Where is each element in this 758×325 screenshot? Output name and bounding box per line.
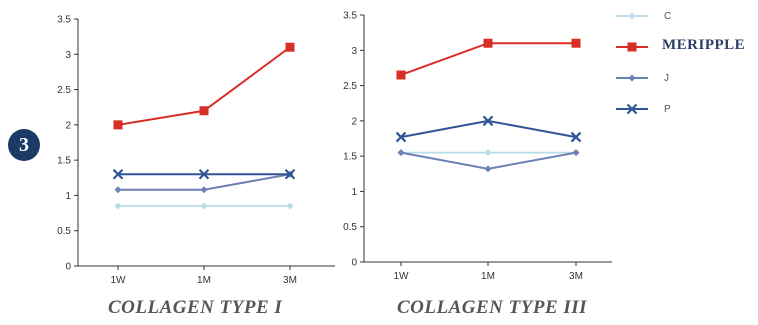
- legend-label-c: C: [664, 11, 672, 22]
- data-point-meripple: [396, 70, 406, 80]
- y-tick-label: 1.5: [343, 152, 357, 163]
- chart-title-collagen-type-1: COLLAGEN TYPE I: [108, 297, 283, 318]
- legend-label-p: P: [664, 104, 671, 115]
- x-tick-label: 1W: [111, 275, 127, 286]
- series-meripple: [396, 38, 581, 80]
- section-number-badge: 3: [8, 129, 40, 161]
- data-point-meripple: [285, 42, 295, 52]
- data-point-c: [200, 202, 208, 210]
- series-line-meripple: [400, 42, 576, 76]
- data-point-j: [114, 186, 122, 194]
- data-point-c: [484, 149, 492, 157]
- series-c: [114, 202, 294, 210]
- legend-item-c: C: [614, 5, 758, 36]
- series-line-p: [400, 119, 577, 139]
- legend-marker-p: [616, 103, 648, 115]
- y-tick-label: 3: [65, 50, 71, 61]
- legend-marker-meripple: [616, 42, 648, 52]
- data-point-p: [198, 168, 210, 180]
- legend-label-meripple: MERIPPLE: [662, 37, 746, 53]
- legend-marker-shape: [626, 103, 638, 115]
- data-point-j: [484, 165, 492, 173]
- data-point-p: [284, 168, 296, 180]
- y-tick-label: 3.5: [343, 11, 357, 22]
- x-tick-label: 1W: [394, 271, 410, 282]
- series-meripple: [113, 42, 295, 130]
- series-j: [397, 149, 580, 173]
- chart-title-collagen-type-3: COLLAGEN TYPE III: [397, 297, 588, 318]
- data-point-meripple: [113, 120, 123, 130]
- legend-marker-shape: [627, 42, 637, 52]
- data-point-j: [397, 149, 405, 157]
- legend-marker-j: [616, 74, 648, 82]
- data-point-j: [200, 186, 208, 194]
- data-point-p: [112, 168, 124, 180]
- y-tick-label: 0: [351, 258, 357, 269]
- y-tick-label: 3.5: [57, 15, 71, 26]
- data-point-c: [286, 202, 294, 210]
- data-point-p: [395, 131, 407, 143]
- chart-legend: C MERIPPLE J P: [614, 5, 758, 129]
- data-point-p: [482, 115, 494, 127]
- y-tick-label: 0.5: [343, 222, 357, 233]
- y-tick-label: 1: [65, 191, 71, 202]
- data-point-meripple: [199, 106, 209, 116]
- chart-panel-2: 0 0.5 1 1.5 2 2.5 3 3.5 1W 1M 3M: [343, 11, 612, 282]
- legend-item-j: J: [614, 67, 758, 98]
- y-tick-label: 1: [351, 187, 357, 198]
- y-tick-label: 2.5: [57, 85, 71, 96]
- x-tick-label: 1M: [481, 271, 495, 282]
- series-p: [395, 115, 582, 143]
- x-tick-label: 3M: [283, 275, 297, 286]
- y-tick-label: 2: [351, 116, 357, 127]
- y-tick-label: 1.5: [57, 156, 71, 167]
- y-tick-label: 0: [65, 262, 71, 273]
- data-point-p: [570, 131, 582, 143]
- legend-label-j: J: [664, 73, 669, 84]
- data-point-meripple: [483, 38, 493, 48]
- data-point-meripple: [571, 38, 581, 48]
- x-tick-label: 1M: [197, 275, 211, 286]
- y-tick-label: 0.5: [57, 226, 71, 237]
- legend-marker-shape: [628, 74, 636, 82]
- legend-item-meripple: MERIPPLE: [614, 36, 758, 67]
- y-tick-label: 2: [65, 120, 71, 131]
- series-c: [397, 149, 580, 157]
- data-point-j: [572, 149, 580, 157]
- series-p: [112, 168, 296, 180]
- x-tick-label: 3M: [569, 271, 583, 282]
- y-tick-label: 3: [351, 46, 357, 57]
- legend-marker-shape: [628, 12, 636, 20]
- legend-item-p: P: [614, 98, 758, 129]
- y-tick-label: 2.5: [343, 81, 357, 92]
- chart-panel-1: 0 0.5 1 1.5 2 2.5 3 3.5 1W 1M 3M: [57, 15, 335, 286]
- data-point-c: [114, 202, 122, 210]
- legend-marker-c: [616, 12, 648, 20]
